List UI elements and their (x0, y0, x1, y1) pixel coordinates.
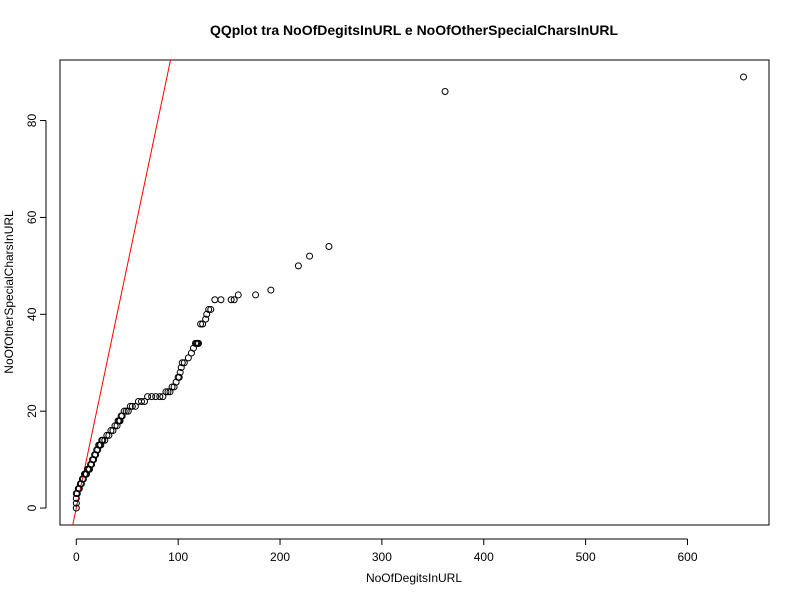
x-tick-label: 100 (168, 550, 188, 564)
data-point (131, 402, 139, 410)
y-tick-label: 60 (25, 210, 39, 224)
data-point (175, 373, 183, 381)
data-point (159, 393, 167, 401)
data-point (72, 504, 80, 512)
data-point (144, 393, 152, 401)
data-point (176, 368, 184, 376)
plot-frame (59, 59, 770, 526)
data-point (128, 402, 136, 410)
y-axis-label: NoOfOtherSpecialCharsInURL (2, 210, 16, 374)
data-point (162, 388, 170, 396)
data-point (197, 320, 205, 328)
data-point (740, 73, 748, 81)
data-point (141, 397, 149, 405)
data-point (164, 388, 172, 396)
data-point (267, 286, 275, 294)
data-point (120, 407, 128, 415)
data-point (177, 364, 185, 372)
reference-line (72, 60, 172, 525)
data-points (72, 73, 748, 512)
x-tick-label: 600 (677, 550, 697, 564)
x-tick-label: 200 (270, 550, 290, 564)
data-point (195, 339, 203, 347)
data-point (227, 296, 235, 304)
y-tick-label: 80 (25, 114, 39, 128)
x-tick-label: 0 (73, 550, 80, 564)
data-point (72, 494, 80, 502)
data-point (441, 87, 449, 95)
data-point (306, 252, 314, 260)
data-point (199, 320, 207, 328)
data-point (202, 315, 210, 323)
y-tick-label: 20 (25, 404, 39, 418)
y-tick-label: 40 (25, 307, 39, 321)
x-axis-label: NoOfDegitsInURL (366, 571, 462, 585)
data-point (122, 407, 130, 415)
data-point (111, 422, 119, 430)
reference-line-group (72, 60, 172, 525)
data-point (148, 393, 156, 401)
data-point (205, 305, 213, 313)
data-point (137, 397, 145, 405)
y-tick-label: 0 (25, 504, 39, 511)
data-point (99, 436, 107, 444)
data-point (234, 291, 242, 299)
data-point (107, 427, 115, 435)
data-point (325, 242, 333, 250)
data-point (294, 262, 302, 270)
data-point (72, 499, 80, 507)
x-axis: 0 100 200 300 400 500 600 (73, 538, 698, 564)
data-point (230, 296, 238, 304)
data-point (207, 305, 215, 313)
data-point (178, 359, 186, 367)
data-point (168, 383, 176, 391)
data-point (211, 296, 219, 304)
data-point (152, 393, 160, 401)
chart-title: QQplot tra NoOfDegitsInURL e NoOfOtherSp… (210, 22, 619, 38)
data-point (180, 359, 188, 367)
y-axis: 0 20 40 60 80 (25, 114, 47, 511)
data-point (184, 354, 192, 362)
x-tick-label: 300 (372, 550, 392, 564)
data-point (217, 296, 225, 304)
x-tick-label: 500 (576, 550, 596, 564)
data-point (156, 393, 164, 401)
data-point (126, 402, 134, 410)
data-point (252, 291, 260, 299)
data-point (103, 431, 111, 439)
x-tick-label: 400 (474, 550, 494, 564)
